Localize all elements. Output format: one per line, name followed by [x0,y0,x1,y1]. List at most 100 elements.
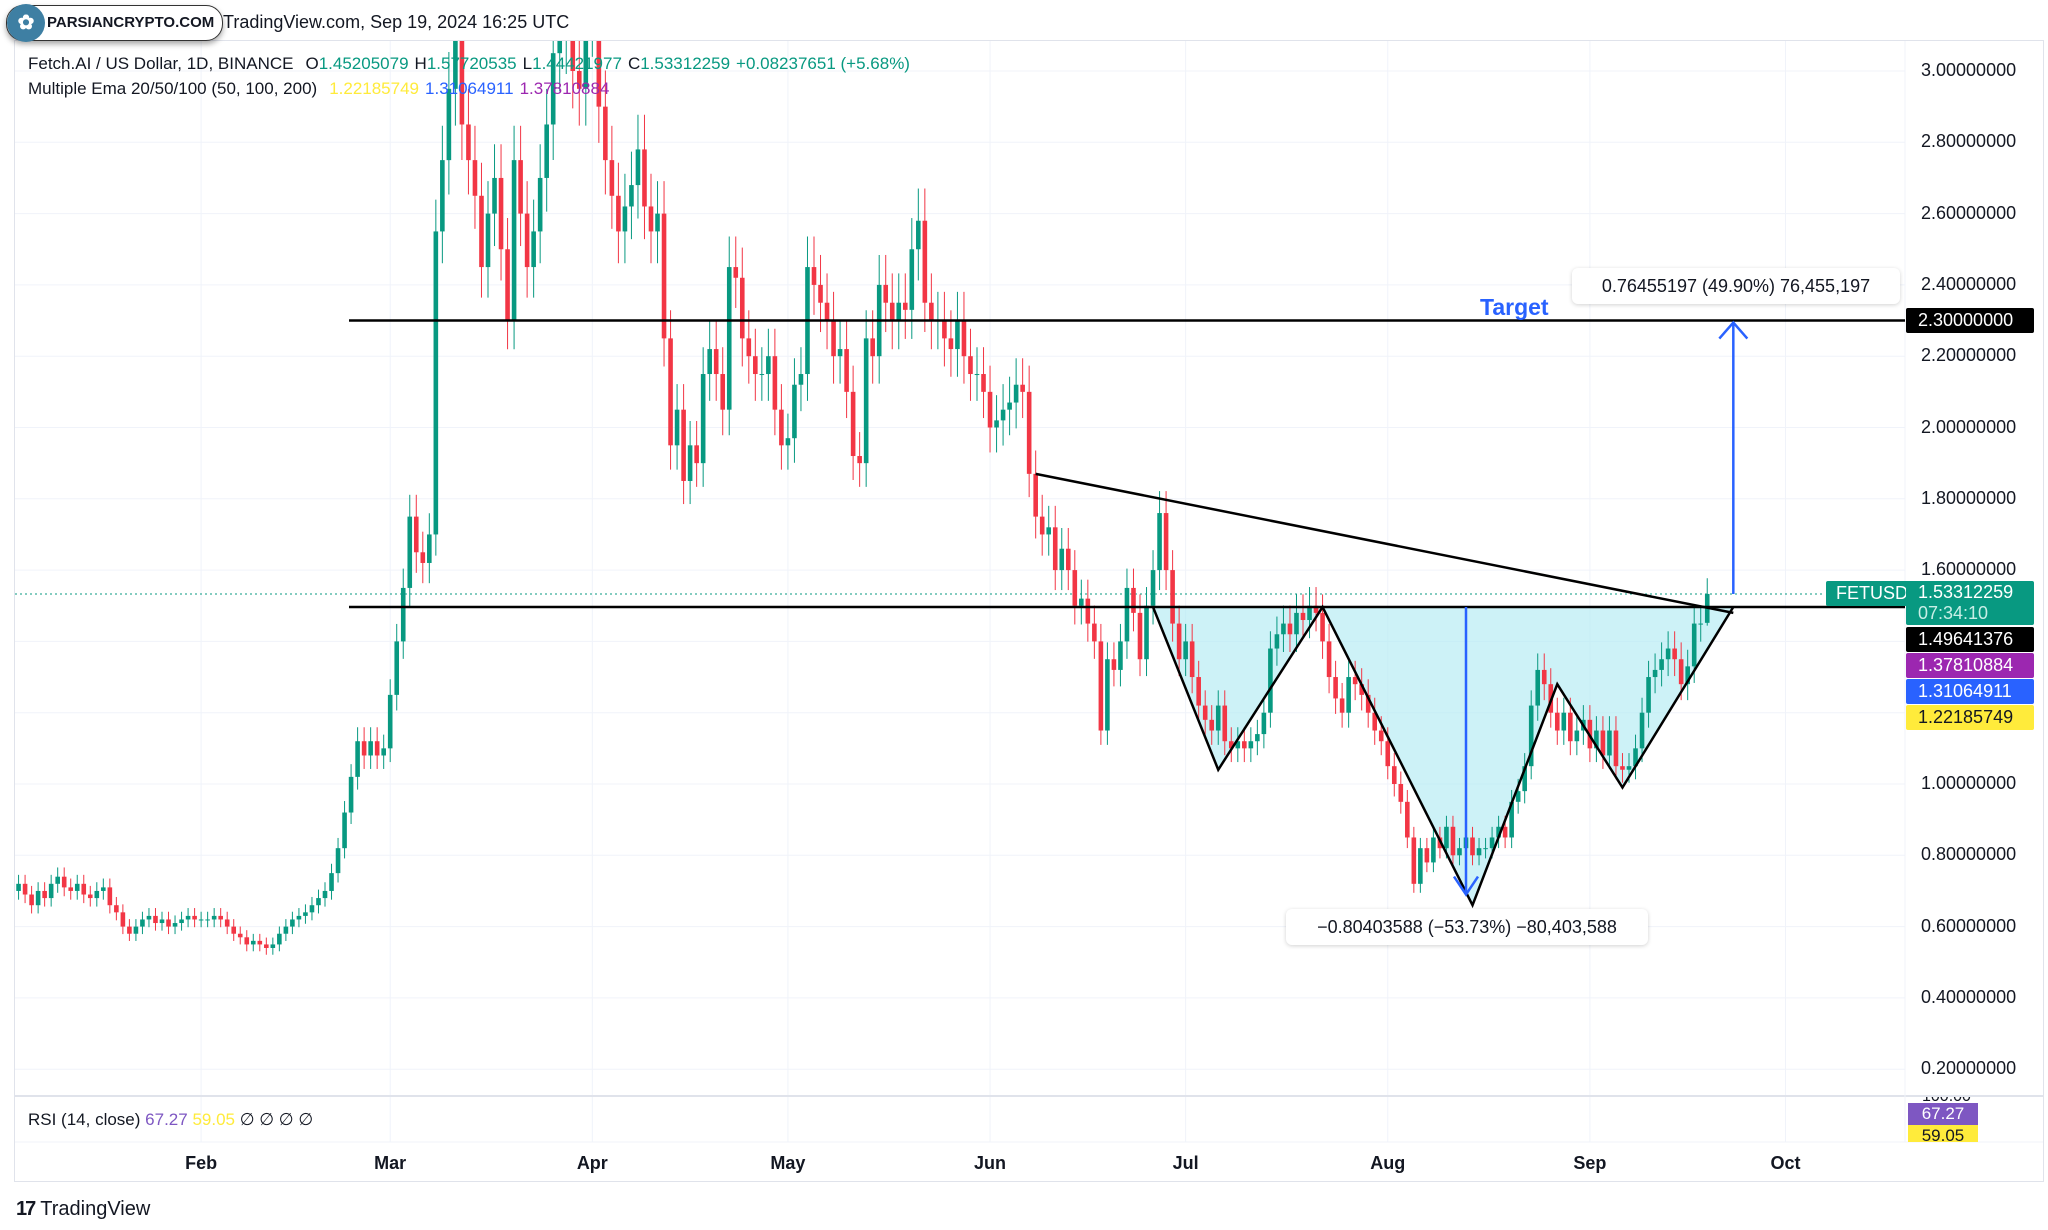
ema-legend[interactable]: Multiple Ema 20/50/100 (50, 100, 200) 1.2… [28,79,615,99]
candle-body [570,41,576,72]
candle [400,568,406,659]
candle-body [1026,391,1032,474]
candle [570,41,576,109]
candle [831,291,836,384]
candle [687,420,693,505]
candle-body [1633,748,1638,767]
rsi-extra-values: ∅ ∅ ∅ ∅ [239,1110,314,1129]
target-label[interactable]: Target [1480,294,1549,320]
candle-body [440,160,445,232]
price-axis-label: 1.80000000 [1921,487,2017,508]
candle [505,218,510,350]
candle-body [753,356,758,375]
down-measure-label[interactable]: −0.80403588 (−53.73%) −80,403,588 [1286,909,1648,945]
candle-body [61,876,67,888]
candle-body [381,748,386,756]
tradingview-footer[interactable]: 17 TradingView [16,1198,150,1221]
rsi-ma-value: 59.05 [192,1110,235,1129]
candle-body [1033,473,1038,517]
candle [479,162,484,298]
candle-body [1554,712,1560,731]
candle-body [107,887,113,906]
candle [700,347,706,487]
candle [694,420,699,487]
candle-body [1685,666,1690,685]
candle-body [1242,741,1247,749]
rsi-legend[interactable]: RSI (14, close) 67.27 59.05 ∅ ∅ ∅ ∅ [28,1110,313,1130]
candle [655,181,660,264]
candle-body [590,0,595,18]
candle [1144,587,1149,677]
candle [1535,653,1541,721]
parsiancrypto-logo-icon: ✿ [7,4,45,42]
candle-body [1268,648,1273,713]
candle-body [837,349,843,357]
candle-body [609,160,615,196]
candle [837,321,843,384]
candle [1000,384,1006,446]
candle-body [1065,548,1071,571]
candle-body [544,124,549,178]
candle-body [140,919,145,927]
ema-100-tag: 1.31064911 [1906,679,2034,704]
candle [1131,568,1136,632]
candle [811,236,817,315]
candle [1418,837,1423,893]
candle [1483,837,1488,859]
candle [335,837,341,883]
candle-body [264,944,269,948]
candle-body [1659,659,1664,670]
candle [603,70,608,195]
candle [1176,605,1182,677]
candle [681,384,686,505]
candle-body [1385,741,1391,767]
candle [1287,605,1293,652]
candle-body [785,438,791,446]
candle [1209,705,1215,745]
candle [896,273,902,350]
candle [1007,376,1012,436]
candle-body [224,919,230,927]
candle [387,679,393,763]
candle [1346,660,1351,728]
candle-body [974,374,980,376]
tradingview-logo-icon: 17 [16,1198,36,1220]
candle-body [622,206,628,232]
candle-body [1307,605,1312,621]
candle [916,188,921,281]
candle-body [811,267,817,285]
candle [87,885,93,907]
symbol-legend[interactable]: Fetch.AI / US Dollar, 1D, BINANCE O1.4520… [28,54,916,74]
candle-body [237,933,243,938]
candle [1424,837,1430,873]
candle-body [766,356,771,375]
candle-body [1476,848,1482,856]
price-axis-label: 2.80000000 [1921,131,2017,152]
candle-body [1202,705,1208,720]
candle-body [322,890,328,899]
candle [648,173,654,264]
candle-body [413,516,419,553]
ema-name: Multiple Ema 20/50/100 (50, 100, 200) [28,79,318,98]
candle-body [1274,634,1280,649]
candle [1522,753,1527,804]
candle-body [1313,605,1319,613]
up-measure-label[interactable]: 0.76455197 (49.90%) 76,455,197 [1572,268,1900,304]
candle-body [759,374,765,376]
candle-body [68,887,74,891]
candle [668,310,673,470]
candle-body [433,231,439,535]
close-value: 1.53312259 [640,54,731,73]
candle-body [16,883,21,891]
candle-body [1131,587,1136,613]
candle-body [1294,612,1299,635]
candle [994,395,999,453]
candle [772,328,778,436]
candle [192,908,197,928]
pattern-fill [1153,607,1734,906]
candle-body [635,149,641,186]
candle-body [1457,848,1462,856]
candle-body [831,320,836,357]
candle-body [172,923,178,927]
